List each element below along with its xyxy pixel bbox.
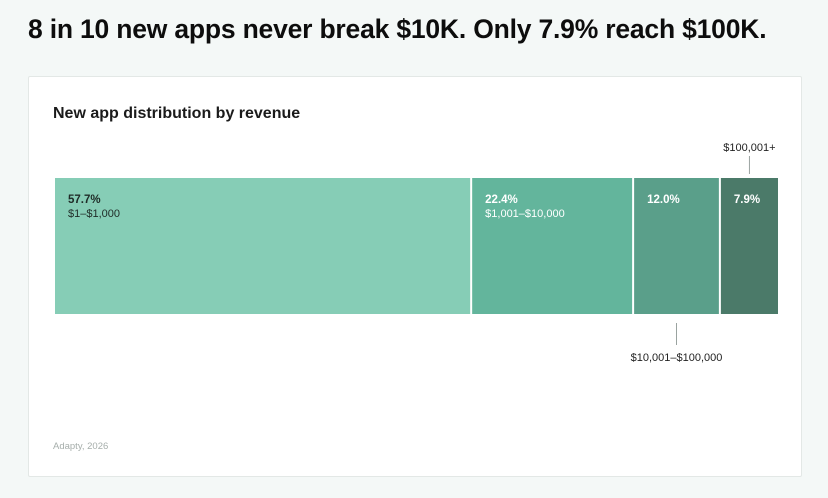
value-label-4: 7.9% bbox=[734, 194, 760, 206]
value-label-3: 12.0% bbox=[647, 194, 680, 206]
source-note: Adapty, 2026 bbox=[53, 441, 109, 452]
category-label-100-001: $100,001+ bbox=[723, 142, 775, 154]
bar-segment-4 bbox=[720, 178, 778, 314]
headline: 8 in 10 new apps never break $10K. Only … bbox=[28, 14, 767, 44]
stacked-bar-chart: 57.7% $1–$1,000 22.4% $1,001–$10,000 12.0% $1… bbox=[55, 142, 778, 364]
bar-segment-1 bbox=[55, 178, 471, 314]
value-label-1: 57.7% bbox=[68, 194, 101, 206]
bar-segment-3 bbox=[634, 178, 719, 314]
bar-segment-2 bbox=[472, 178, 633, 314]
chart-title: New app distribution by revenue bbox=[53, 105, 301, 122]
category-label-1-001-10-000: $1,001–$10,000 bbox=[485, 208, 565, 220]
chart-card: New app distribution by revenue 57.7% $1–… bbox=[28, 76, 802, 477]
category-label-1-1-000: $1–$1,000 bbox=[68, 208, 120, 220]
category-label-10-001-100-000: $10,001–$100,000 bbox=[631, 352, 723, 364]
value-label-2: 22.4% bbox=[485, 194, 518, 206]
